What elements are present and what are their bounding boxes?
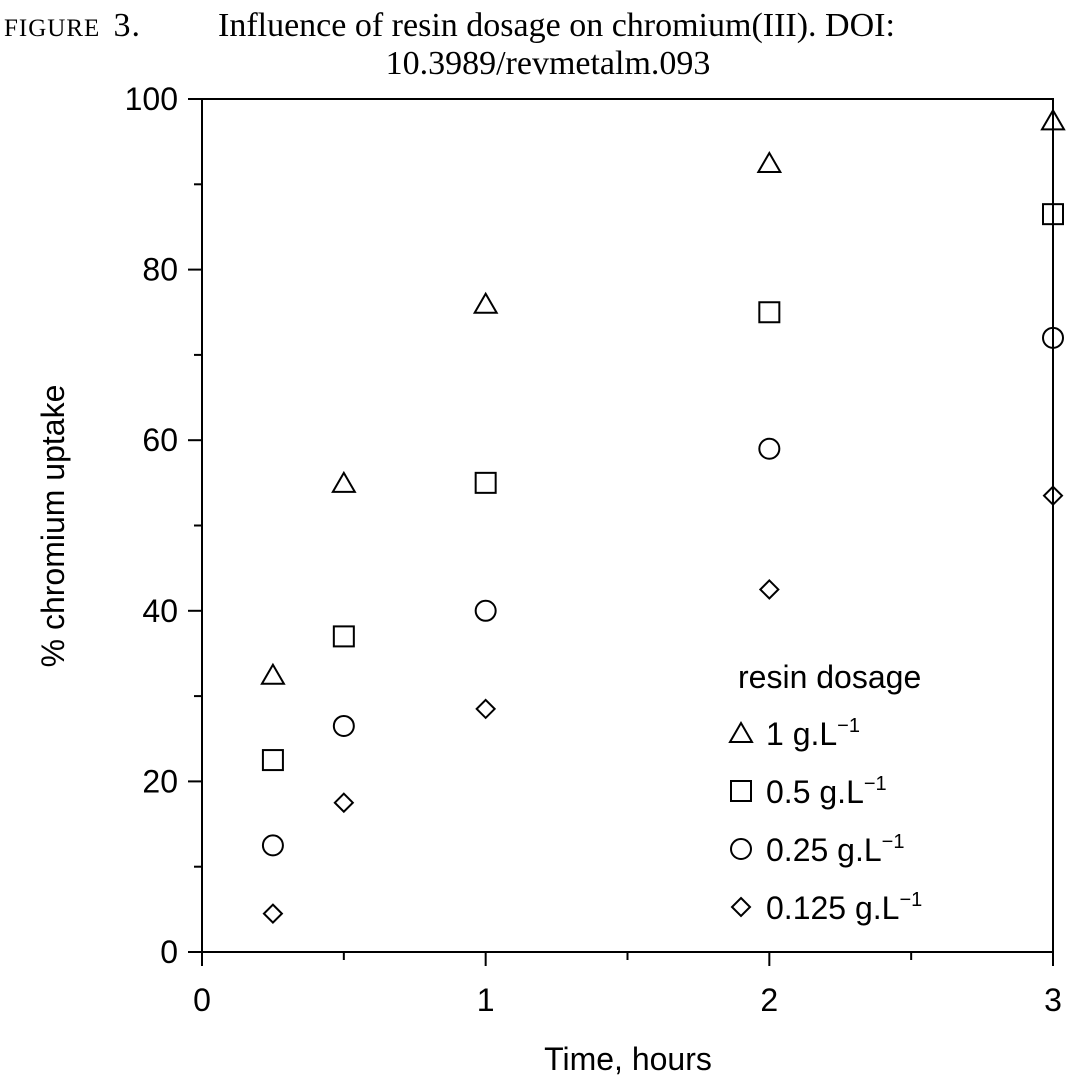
triangle-marker: [756, 150, 783, 173]
circle-marker: [261, 834, 284, 857]
legend: resin dosage 1 g.L−10.5 g.L−10.25 g.L−10…: [728, 659, 922, 926]
square-marker: [758, 301, 781, 324]
x-tick-label: 0: [193, 982, 211, 1018]
y-tick-label: 40: [142, 593, 178, 629]
diamond-marker: [475, 698, 497, 720]
y-axis-title: % chromium uptake: [35, 385, 71, 668]
square-marker: [332, 625, 355, 648]
series-circle: [261, 326, 1064, 857]
square-marker: [1042, 203, 1064, 226]
x-axis-title: Time, hours: [544, 1041, 712, 1077]
y-tick-label: 100: [125, 81, 178, 117]
figure-caption: FIGURE 3. Influence of resin dosage on c…: [4, 7, 895, 82]
legend-label-text: 1 g.L: [766, 716, 837, 752]
legend-square-icon: [730, 780, 752, 802]
caption-title-line-1: Influence of resin dosage on chromium(II…: [218, 7, 895, 44]
legend-entry: 0.25 g.L−1: [730, 831, 904, 868]
series-diamond: [262, 485, 1064, 925]
series-square: [261, 203, 1064, 772]
square-marker: [261, 749, 284, 772]
triangle-marker: [472, 291, 499, 314]
square-marker: [474, 471, 497, 494]
legend-label-superscript: −1: [864, 773, 887, 795]
circle-marker: [332, 714, 355, 737]
y-tick-label: 80: [142, 252, 178, 288]
legend-label-text: 0.125 g.L: [766, 890, 899, 926]
plot-frame: [201, 98, 1054, 953]
legend-label-superscript: −1: [899, 889, 922, 911]
legend-label: 0.25 g.L−1: [766, 831, 904, 868]
circle-marker: [474, 599, 497, 622]
legend-entry: 0.125 g.L−1: [730, 889, 922, 926]
legend-diamond-icon: [730, 896, 752, 918]
legend-entry: 1 g.L−1: [728, 715, 860, 752]
triangle-marker: [331, 470, 357, 493]
diamond-marker: [758, 579, 780, 600]
legend-label-text: 0.5 g.L: [766, 774, 864, 810]
caption-title-line-2: 10.3989/revmetalm.093: [386, 45, 711, 82]
x-tick-label: 1: [477, 982, 495, 1018]
diamond-marker: [333, 792, 355, 814]
triangle-marker: [260, 662, 286, 685]
legend-title: resin dosage: [738, 659, 921, 695]
caption-figure-number: 3.: [114, 7, 142, 44]
y-tick-label: 20: [142, 763, 178, 799]
y-tick-label: 0: [160, 934, 178, 970]
axis-ticks: [188, 98, 1054, 966]
diamond-marker: [262, 903, 284, 925]
diamond-marker: [1042, 485, 1064, 507]
series-triangle: [260, 108, 1066, 685]
legend-entry: 0.5 g.L−1: [730, 773, 887, 810]
legend-label: 0.125 g.L−1: [766, 889, 922, 926]
legend-label-superscript: −1: [882, 831, 905, 853]
x-tick-label: 3: [1044, 982, 1062, 1018]
legend-circle-icon: [730, 838, 752, 860]
data-markers: [260, 108, 1066, 925]
legend-triangle-icon: [728, 721, 754, 743]
legend-label-text: 0.25 g.L: [766, 832, 882, 868]
y-tick-label: 60: [142, 422, 178, 458]
legend-label: 1 g.L−1: [766, 715, 860, 752]
caption-label: FIGURE 3.: [4, 7, 141, 44]
caption-figure-word: FIGURE: [4, 15, 100, 42]
legend-label: 0.5 g.L−1: [766, 773, 887, 810]
legend-label-superscript: −1: [837, 715, 860, 737]
x-tick-label: 2: [760, 982, 778, 1018]
circle-marker: [1042, 326, 1064, 349]
triangle-marker: [1040, 108, 1066, 131]
circle-marker: [758, 437, 781, 460]
axis-tick-labels: 0 1 2 3 0 20 40 60 80 100: [125, 81, 1062, 1018]
